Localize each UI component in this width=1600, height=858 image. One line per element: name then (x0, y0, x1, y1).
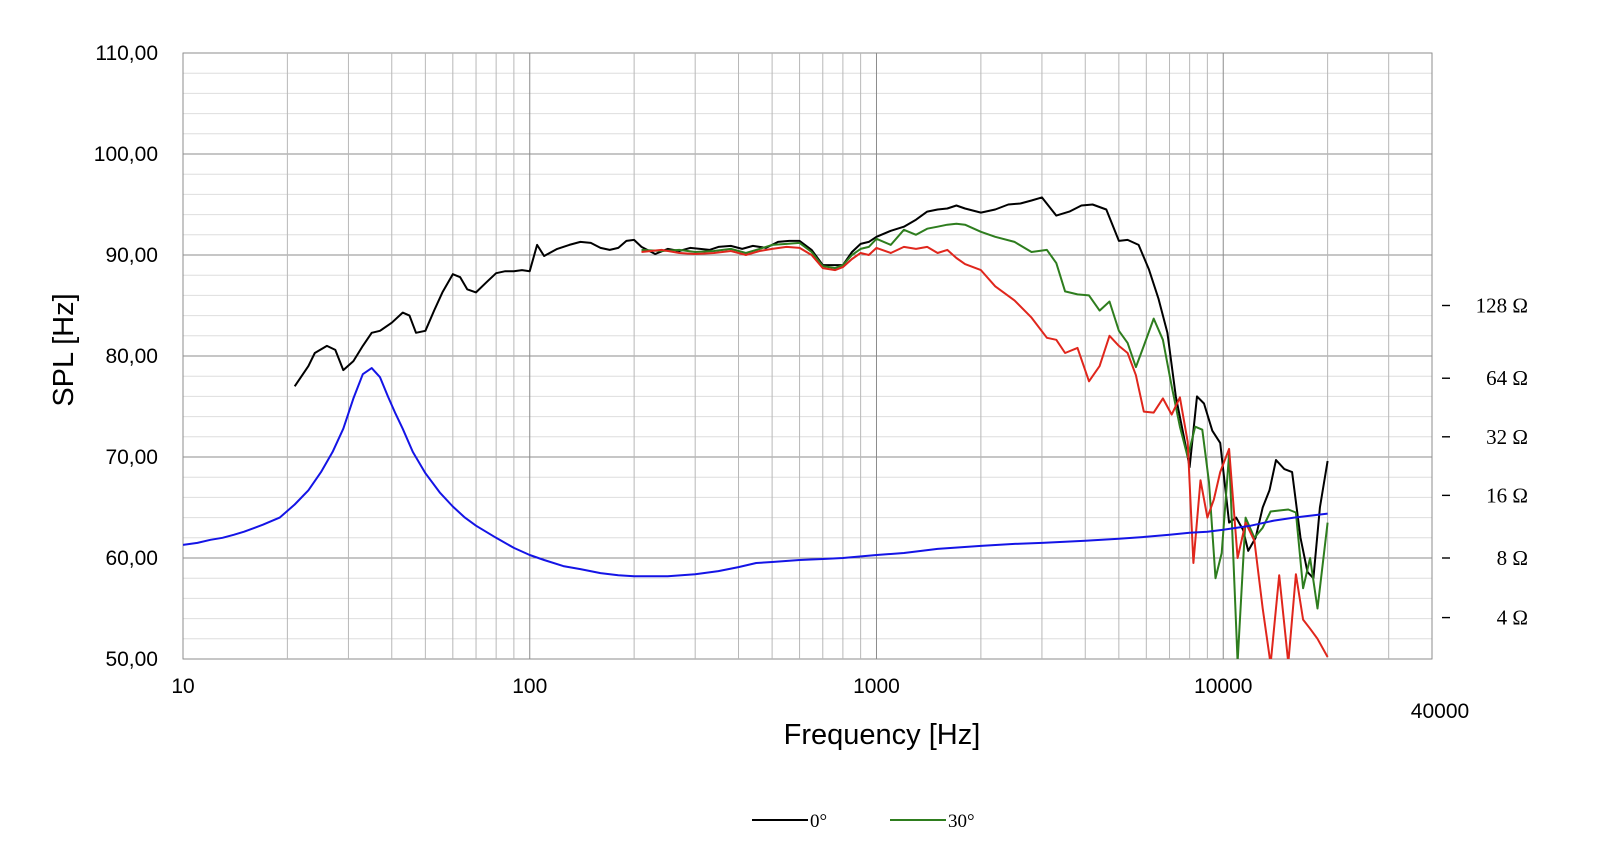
x-axis-ticks: 10 100 1000 10000 (171, 675, 1252, 698)
legend-label: 0° (810, 811, 827, 832)
impedance-tick-label: 4 Ω (1497, 606, 1528, 630)
x-tick-label: 10000 (1194, 675, 1252, 698)
x-tick-label: 10 (171, 675, 194, 698)
impedance-tick-label: 16 Ω (1486, 483, 1528, 507)
impedance-tick-label: 128 Ω (1476, 294, 1528, 318)
y-tick-label: 90,00 (105, 244, 158, 267)
y-tick-label: 80,00 (105, 345, 158, 368)
y-tick-label: 100,00 (94, 143, 158, 166)
y-tick-label: 110,00 (95, 42, 158, 65)
series-line-2 (641, 222, 1329, 659)
y-axis-title: SPL [Hz] (48, 293, 80, 406)
impedance-tick-label: 8 Ω (1497, 546, 1528, 570)
x-tick-label: 100 (512, 675, 547, 698)
plot-grid (182, 52, 1433, 660)
impedance-tick-label: 64 Ω (1486, 366, 1528, 390)
x-axis-end-label: 40000 (1411, 700, 1469, 723)
y-tick-label: 60,00 (105, 547, 158, 570)
legend: 0° 30° (752, 811, 975, 832)
series-line-4 (183, 367, 1328, 578)
impedance-axis: 128 Ω 64 Ω 32 Ω 16 Ω 8 Ω 4 Ω (1442, 294, 1528, 630)
y-tick-label: 70,00 (105, 446, 158, 469)
y-tick-label: 50,00 (105, 648, 158, 671)
y-axis-ticks: 110,00 100,00 90,00 80,00 70,00 60,00 50,00 (94, 42, 158, 671)
series-line-3 (641, 245, 1329, 659)
legend-label: 30° (948, 811, 975, 832)
x-tick-label: 1000 (853, 675, 900, 698)
impedance-tick-label: 32 Ω (1486, 425, 1528, 449)
x-axis-title: Frequency [Hz] (784, 719, 981, 751)
plot-series (183, 196, 1329, 659)
